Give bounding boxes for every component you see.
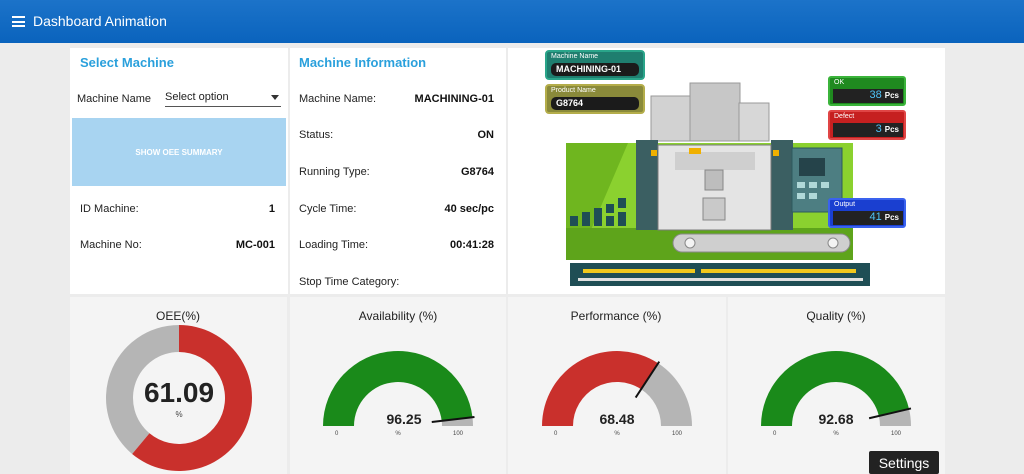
tower-main <box>689 82 741 142</box>
gauge-value-arc <box>761 351 910 426</box>
output-label: Output <box>834 201 856 208</box>
level-bars <box>570 198 626 226</box>
output-unit: Pcs <box>884 213 899 222</box>
product-name-badge: Product Name G8764 <box>545 84 645 114</box>
output-value: 41 <box>869 211 882 223</box>
availability-min: 0 <box>335 431 339 437</box>
machine-info-value: 40 sec/pc <box>444 203 494 215</box>
quality-gauge <box>761 351 912 426</box>
machine-info-value: 00:41:28 <box>449 239 494 251</box>
performance-title: Performance (%) <box>570 309 662 323</box>
product-name-badge-label: Product Name <box>551 87 596 94</box>
defect-display: 3 Pcs <box>833 123 903 137</box>
machine-info-card <box>290 48 506 294</box>
oee-value: 61.09 <box>143 377 215 408</box>
quality-title: Quality (%) <box>806 309 866 323</box>
top-bar: Dashboard Animation <box>0 0 1024 43</box>
machine-no-value: MC-001 <box>235 239 275 251</box>
quality-min: 0 <box>773 431 777 437</box>
machine-select-dropdown[interactable]: Select option <box>165 91 281 107</box>
oee-value-arc <box>132 325 252 471</box>
gauge-rest-arc <box>441 417 473 426</box>
performance-value: 68.48 <box>599 411 635 427</box>
performance-unit: % <box>614 431 620 437</box>
ok-counter: OK 38 Pcs <box>828 76 906 106</box>
defect-counter: Defect 3 Pcs <box>828 110 906 140</box>
id-machine-value: 1 <box>268 203 275 215</box>
chevron-down-icon <box>271 95 279 100</box>
oee-donut-chart <box>105 325 252 471</box>
machine-info-label: Cycle Time: <box>299 203 357 215</box>
machine-no-label: Machine No: <box>80 239 142 251</box>
gauge-value-arc <box>542 351 659 426</box>
conveyor <box>672 233 851 253</box>
oee-rest-arc <box>105 325 179 454</box>
machine-select-value: Select option <box>165 91 229 103</box>
base-stripe-right <box>701 269 856 273</box>
gauge-rest-arc <box>878 408 911 426</box>
frame-left <box>636 140 658 230</box>
quality-card <box>728 297 945 474</box>
machine-info-value: ON <box>477 129 495 141</box>
product-name-badge-value: G8764 <box>551 97 639 110</box>
ok-unit: Pcs <box>884 91 899 100</box>
select-machine-title: Select Machine <box>80 55 174 70</box>
quality-unit: % <box>833 431 839 437</box>
availability-gauge <box>323 351 475 426</box>
spindle-head <box>702 197 726 221</box>
oee-title: OEE(%) <box>155 309 200 323</box>
ok-value: 38 <box>869 89 882 101</box>
machine-name-badge-label: Machine Name <box>551 53 599 60</box>
machine-name-badge: Machine Name MACHINING-01 <box>545 50 645 80</box>
app-title: Dashboard Animation <box>33 13 167 29</box>
machine-name-badge-value: MACHINING-01 <box>551 63 639 76</box>
base-rail <box>578 278 863 281</box>
hamburger-menu-icon[interactable] <box>12 16 25 27</box>
availability-value: 96.25 <box>386 411 422 427</box>
availability-unit: % <box>395 431 401 437</box>
output-counter: Output 41 Pcs <box>828 198 906 228</box>
availability-title: Availability (%) <box>358 309 438 323</box>
gauge-rest-arc <box>641 363 692 426</box>
tower-right <box>738 102 770 142</box>
frame-right <box>771 140 793 230</box>
base-stripe-left <box>583 269 695 273</box>
gauge-value-arc <box>323 351 473 426</box>
defect-unit: Pcs <box>884 125 899 134</box>
machine-info-value: G8764 <box>460 166 494 178</box>
performance-gauge <box>542 351 692 426</box>
gauge-needle <box>634 361 661 399</box>
availability-card <box>290 297 506 474</box>
ok-display: 38 Pcs <box>833 89 903 103</box>
gauge-needle <box>868 407 912 420</box>
machine-info-label: Loading Time: <box>299 239 369 251</box>
oee-unit: % <box>175 410 183 419</box>
machine-info-title: Machine Information <box>299 55 427 70</box>
output-display: 41 Pcs <box>833 211 903 225</box>
spindle <box>704 169 724 191</box>
machine-info-label: Stop Time Category: <box>299 276 400 288</box>
settings-tooltip: Settings <box>869 451 939 474</box>
gauge-needle <box>431 415 475 423</box>
quality-max: 100 <box>891 431 902 437</box>
machine-info-label: Status: <box>299 129 334 141</box>
show-oee-summary-button[interactable]: SHOW OEE SUMMARY <box>72 118 286 186</box>
machine-name-label: Machine Name <box>77 93 151 105</box>
performance-min: 0 <box>554 431 558 437</box>
performance-max: 100 <box>672 431 683 437</box>
id-machine-label: ID Machine: <box>80 203 139 215</box>
machine-illustration <box>566 82 870 286</box>
ok-label: OK <box>834 79 845 86</box>
machine-info-label: Running Type: <box>299 166 370 178</box>
machine-info-label: Machine Name: <box>299 93 377 105</box>
quality-value: 92.68 <box>818 411 854 427</box>
availability-max: 100 <box>453 431 464 437</box>
machine-base <box>570 263 870 286</box>
defect-label: Defect <box>834 113 855 120</box>
machine-info-value: MACHINING-01 <box>414 93 494 105</box>
defect-value: 3 <box>875 123 882 135</box>
performance-card <box>508 297 726 474</box>
